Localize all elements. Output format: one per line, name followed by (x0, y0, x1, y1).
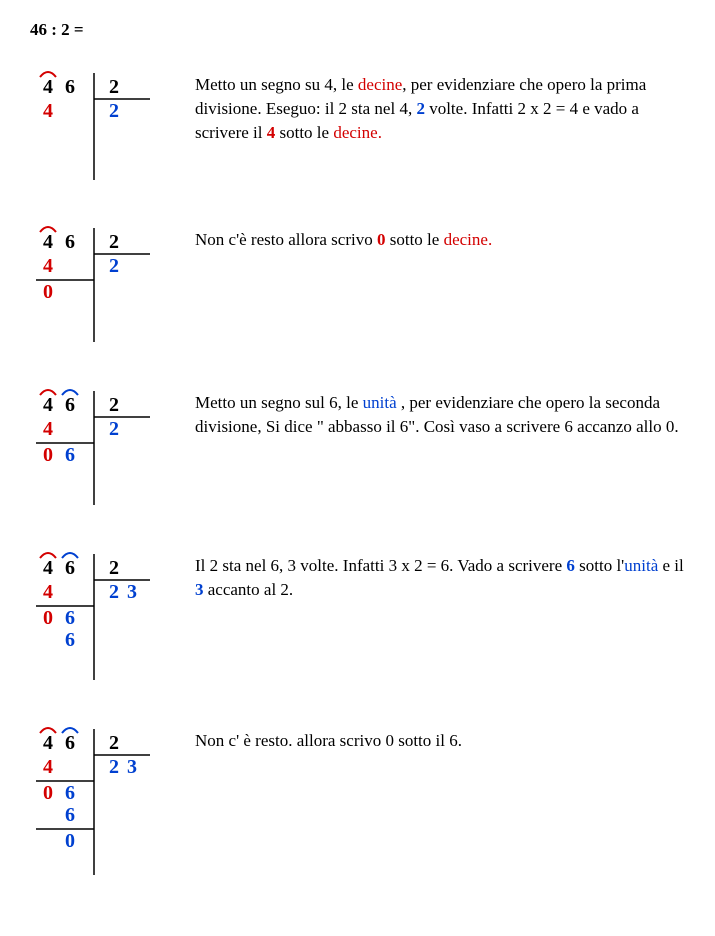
step-row: 462420Non c'è resto allora scrivo 0 sott… (30, 220, 685, 348)
diagram-wrapper: 462423066 (30, 546, 160, 686)
svg-text:4: 4 (43, 255, 53, 277)
text-fragment: decine (358, 75, 402, 94)
division-diagram: 4624206 (30, 383, 160, 511)
diagram-wrapper: 462420 (30, 220, 160, 348)
text-fragment: 4 (267, 123, 276, 142)
svg-text:2: 2 (109, 732, 119, 754)
svg-text:6: 6 (65, 804, 75, 826)
text-fragment: Non c'è resto allora scrivo (195, 230, 377, 249)
svg-text:2: 2 (109, 557, 119, 579)
step-explanation: Il 2 sta nel 6, 3 volte. Infatti 3 x 2 =… (195, 546, 685, 602)
svg-text:2: 2 (109, 100, 119, 122)
svg-text:4: 4 (43, 756, 53, 778)
steps-container: 46242Metto un segno su 4, le decine, per… (30, 65, 685, 881)
svg-text:2: 2 (109, 394, 119, 416)
svg-text:4: 4 (43, 732, 53, 754)
svg-text:4: 4 (43, 231, 53, 253)
svg-text:4: 4 (43, 557, 53, 579)
step-row: 462423066Il 2 sta nel 6, 3 volte. Infatt… (30, 546, 685, 686)
division-diagram: 4624230660 (30, 721, 160, 881)
text-fragment: 2 (416, 99, 425, 118)
svg-text:6: 6 (65, 231, 75, 253)
text-fragment: Metto un segno sul 6, le (195, 393, 363, 412)
svg-text:2: 2 (109, 76, 119, 98)
step-explanation: Non c' è resto. allora scrivo 0 sotto il… (195, 721, 685, 753)
text-fragment: 6 (566, 556, 575, 575)
svg-text:2: 2 (109, 581, 119, 603)
text-fragment: Non c' è resto. allora scrivo 0 sotto il… (195, 731, 462, 750)
svg-text:6: 6 (65, 394, 75, 416)
svg-text:0: 0 (43, 607, 53, 629)
text-fragment: Metto un segno su 4, le (195, 75, 358, 94)
svg-text:3: 3 (127, 581, 137, 603)
text-fragment: sotto le (275, 123, 333, 142)
svg-text:4: 4 (43, 394, 53, 416)
step-explanation: Metto un segno sul 6, le unità , per evi… (195, 383, 685, 439)
step-row: 4624230660Non c' è resto. allora scrivo … (30, 721, 685, 881)
step-row: 46242Metto un segno su 4, le decine, per… (30, 65, 685, 185)
diagram-wrapper: 46242 (30, 65, 160, 185)
text-fragment: Il 2 sta nel 6, 3 volte. Infatti 3 x 2 =… (195, 556, 566, 575)
svg-text:4: 4 (43, 76, 53, 98)
text-fragment: decine. (444, 230, 493, 249)
step-explanation: Non c'è resto allora scrivo 0 sotto le d… (195, 220, 685, 252)
page-title: 46 : 2 = (30, 20, 685, 40)
text-fragment: 3 (195, 580, 204, 599)
svg-text:6: 6 (65, 782, 75, 804)
svg-text:6: 6 (65, 732, 75, 754)
svg-text:2: 2 (109, 255, 119, 277)
division-diagram: 462420 (30, 220, 160, 348)
svg-text:4: 4 (43, 581, 53, 603)
text-fragment: unità (363, 393, 397, 412)
svg-text:4: 4 (43, 418, 53, 440)
division-diagram: 46242 (30, 65, 160, 185)
svg-text:0: 0 (43, 782, 53, 804)
svg-text:0: 0 (43, 281, 53, 303)
svg-text:0: 0 (65, 830, 75, 852)
text-fragment: decine. (333, 123, 382, 142)
division-diagram: 462423066 (30, 546, 160, 686)
text-fragment: unità (624, 556, 658, 575)
text-fragment: sotto l' (575, 556, 624, 575)
svg-text:0: 0 (43, 444, 53, 466)
svg-text:6: 6 (65, 557, 75, 579)
svg-text:2: 2 (109, 231, 119, 253)
svg-text:6: 6 (65, 629, 75, 651)
step-row: 4624206Metto un segno sul 6, le unità , … (30, 383, 685, 511)
text-fragment: accanto al 2. (204, 580, 294, 599)
svg-text:6: 6 (65, 444, 75, 466)
diagram-wrapper: 4624206 (30, 383, 160, 511)
svg-text:3: 3 (127, 756, 137, 778)
text-fragment: e il (658, 556, 684, 575)
svg-text:6: 6 (65, 607, 75, 629)
text-fragment: sotto le (385, 230, 443, 249)
step-explanation: Metto un segno su 4, le decine, per evid… (195, 65, 685, 144)
diagram-wrapper: 4624230660 (30, 721, 160, 881)
svg-text:4: 4 (43, 100, 53, 122)
svg-text:2: 2 (109, 418, 119, 440)
svg-text:6: 6 (65, 76, 75, 98)
svg-text:2: 2 (109, 756, 119, 778)
